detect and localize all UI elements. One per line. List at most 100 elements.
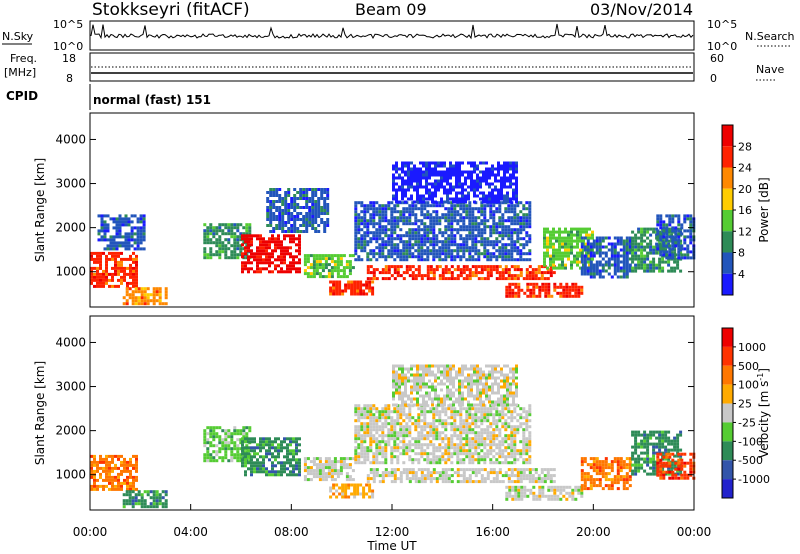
power-cell bbox=[417, 271, 421, 275]
power-cell bbox=[387, 207, 391, 211]
power-cell bbox=[580, 266, 584, 270]
velocity-cell bbox=[357, 446, 361, 450]
velocity-cell bbox=[342, 463, 346, 467]
power-cell bbox=[100, 220, 104, 224]
power-cell bbox=[426, 237, 430, 241]
velocity-cell bbox=[129, 469, 132, 473]
velocity-cell bbox=[486, 449, 490, 453]
velocity-cell bbox=[99, 475, 102, 479]
power-cell bbox=[239, 232, 243, 236]
velocity-cell bbox=[315, 469, 319, 473]
power-cell bbox=[598, 254, 602, 258]
velocity-cell bbox=[483, 458, 487, 462]
velocity-cell bbox=[236, 459, 240, 463]
velocity-cell bbox=[450, 446, 454, 450]
velocity-cell bbox=[372, 452, 376, 456]
power-cell bbox=[404, 161, 407, 165]
power-cell bbox=[399, 249, 403, 253]
power-cell bbox=[320, 191, 324, 194]
power-cell bbox=[522, 243, 526, 247]
power-cell bbox=[438, 231, 442, 235]
power-cell bbox=[592, 272, 596, 276]
velocity-cell bbox=[221, 438, 225, 442]
velocity-cell bbox=[372, 428, 376, 432]
power-cell bbox=[308, 206, 312, 209]
power-cell bbox=[375, 237, 379, 241]
power-cell bbox=[689, 214, 693, 218]
velocity-cell bbox=[230, 441, 234, 445]
power-cell bbox=[561, 245, 564, 249]
power-cell bbox=[118, 241, 122, 245]
power-cell bbox=[241, 234, 244, 238]
power-cell bbox=[332, 283, 336, 287]
power-cell bbox=[283, 258, 286, 262]
power-cell bbox=[130, 214, 134, 218]
power-cell bbox=[299, 230, 303, 233]
power-cell bbox=[381, 216, 385, 220]
power-cell bbox=[422, 176, 425, 180]
power-cell bbox=[410, 185, 413, 189]
power-cell bbox=[139, 241, 143, 245]
velocity-cell bbox=[247, 467, 250, 471]
velocity-cell bbox=[363, 404, 367, 408]
power-cell bbox=[473, 182, 476, 186]
power-cell bbox=[444, 268, 448, 272]
power-cell bbox=[372, 201, 376, 205]
velocity-cell bbox=[465, 410, 469, 414]
power-cell bbox=[668, 253, 672, 257]
power-cell bbox=[459, 255, 463, 259]
velocity-cell bbox=[501, 425, 505, 429]
power-cell bbox=[526, 285, 530, 289]
power-cell bbox=[408, 249, 412, 253]
power-cell bbox=[529, 294, 533, 298]
power-cell bbox=[680, 244, 684, 248]
power-cell bbox=[417, 243, 421, 247]
power-cell bbox=[132, 257, 135, 261]
power-cell bbox=[480, 219, 484, 223]
velocity-cell bbox=[114, 475, 117, 479]
velocity-cell bbox=[111, 469, 114, 473]
power-cell bbox=[570, 248, 573, 252]
velocity-cell bbox=[134, 496, 138, 500]
power-cell bbox=[450, 213, 454, 217]
velocity-cell bbox=[239, 432, 243, 436]
velocity-cell bbox=[513, 425, 517, 429]
velocity-cell bbox=[414, 452, 418, 456]
power-cell bbox=[227, 238, 231, 242]
power-cell bbox=[468, 231, 472, 235]
power-cell bbox=[265, 252, 268, 256]
power-cell bbox=[434, 188, 437, 192]
power-cell bbox=[111, 254, 114, 258]
power-cell bbox=[120, 278, 123, 282]
power-cell bbox=[105, 260, 108, 264]
velocity-cell bbox=[471, 413, 475, 417]
power-cell bbox=[674, 241, 678, 245]
power-cell bbox=[372, 249, 376, 253]
velocity-cell bbox=[357, 413, 361, 417]
power-cell bbox=[456, 246, 460, 250]
power-cell bbox=[320, 188, 324, 191]
power-cell bbox=[683, 247, 687, 251]
power-cell bbox=[643, 233, 647, 237]
power-cell bbox=[577, 285, 581, 289]
power-cell bbox=[686, 235, 690, 239]
date-title: 03/Nov/2014 bbox=[590, 0, 693, 19]
power-cell bbox=[662, 232, 666, 236]
velocity-cell bbox=[468, 413, 472, 417]
power-cell bbox=[583, 236, 587, 240]
velocity-cell bbox=[327, 457, 331, 461]
velocity-cell bbox=[462, 419, 466, 423]
power-cell bbox=[265, 240, 268, 244]
velocity-cell bbox=[453, 443, 457, 447]
power-cell bbox=[227, 241, 231, 245]
velocity-cell bbox=[399, 413, 403, 417]
power-cell bbox=[576, 230, 579, 234]
power-cell bbox=[372, 255, 376, 259]
velocity-cell bbox=[315, 475, 319, 479]
velocity-cell bbox=[420, 434, 424, 438]
power-cell bbox=[456, 219, 460, 223]
power-cell bbox=[123, 275, 126, 279]
power-cell bbox=[130, 229, 134, 233]
velocity-cell bbox=[465, 431, 469, 435]
power-cell bbox=[589, 245, 593, 249]
